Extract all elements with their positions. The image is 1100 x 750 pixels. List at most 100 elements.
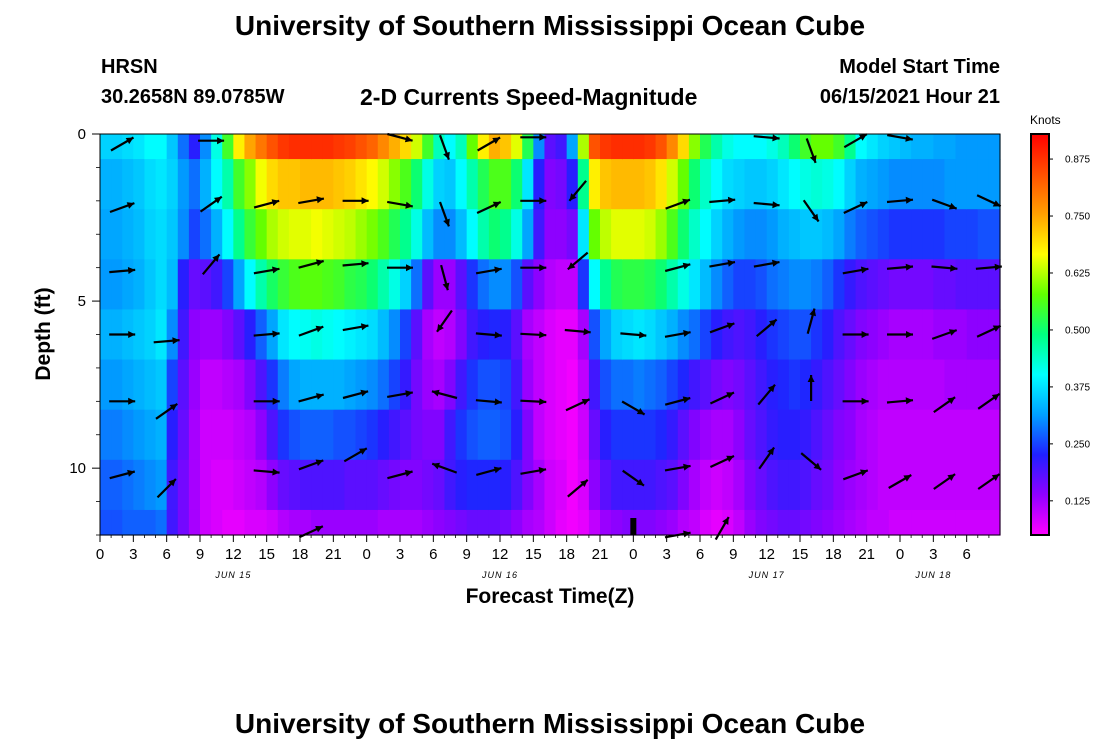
heatmap-cell [333, 459, 346, 511]
heatmap-cell [877, 209, 890, 260]
heatmap-cell [911, 209, 923, 260]
heatmap-cell [722, 309, 734, 361]
heatmap-cell [755, 134, 768, 160]
heatmap-cell [188, 459, 201, 511]
heatmap-cell [422, 459, 434, 511]
arrow-head [636, 478, 644, 486]
heatmap-cell [244, 509, 257, 536]
current-vector-arrow [109, 397, 136, 405]
heatmap-cell [544, 209, 557, 260]
heatmap-cell [777, 359, 790, 411]
heatmap-cell [533, 159, 546, 210]
heatmap-cell [766, 134, 779, 160]
heatmap-cell [644, 359, 657, 411]
current-vector-arrow [800, 452, 822, 471]
heatmap-cell [366, 159, 379, 210]
heatmap-cell [433, 459, 446, 511]
heatmap-cell [655, 509, 668, 536]
heatmap-cell [366, 509, 379, 536]
heatmap-cell [277, 409, 290, 461]
arrow-head [493, 466, 502, 474]
x-tick-label: 3 [396, 546, 404, 563]
heatmap-cell [566, 409, 579, 461]
arrow-head [722, 517, 729, 525]
heatmap-cell [666, 459, 679, 511]
heatmap-cell [411, 309, 423, 361]
current-vector-arrow [842, 331, 869, 338]
heatmap-cell [522, 509, 534, 536]
heatmap-cell [422, 134, 434, 160]
heatmap-cell [222, 459, 234, 511]
heatmap-cell [233, 159, 246, 210]
heatmap-cell [111, 509, 123, 536]
arrow-head [272, 330, 280, 338]
heatmap-cell [200, 359, 212, 411]
heatmap-cell [355, 409, 368, 461]
arrow-head [859, 201, 868, 209]
heatmap-cell [255, 159, 268, 210]
heatmap-cell [600, 259, 612, 311]
heatmap-cell [611, 509, 623, 536]
heatmap-cell [877, 309, 890, 361]
heatmap-cell [611, 159, 623, 210]
arrow-head [992, 200, 1001, 207]
heatmap-cell [322, 409, 334, 461]
heatmap-cell [500, 159, 512, 210]
heatmap-cell [222, 409, 234, 461]
heatmap-cell [733, 209, 746, 260]
heatmap-cell [966, 209, 979, 260]
arrow-head [991, 393, 1000, 401]
heatmap-cell [366, 409, 379, 461]
heatmap-cell [355, 459, 368, 511]
heatmap-cell [800, 359, 812, 411]
arrow-head [581, 399, 590, 406]
heatmap-cell [500, 134, 512, 160]
heatmap-cell [288, 209, 301, 260]
heatmap-cell [200, 209, 212, 260]
heatmap-cell [533, 359, 546, 411]
heatmap-cell [433, 409, 446, 461]
heatmap-cell [855, 134, 868, 160]
current-vector-arrow [933, 396, 956, 414]
heatmap-cell [377, 159, 390, 210]
heatmap-cell [300, 309, 312, 361]
heatmap-cell [900, 359, 912, 411]
heatmap-cell [633, 259, 646, 311]
current-vector-arrow [665, 198, 691, 210]
heatmap-cell [233, 209, 246, 260]
chart-title: University of Southern Mississippi Ocean… [234, 10, 866, 41]
heatmap-cell [766, 259, 779, 311]
heatmap-cell [144, 359, 157, 411]
heatmap-cell [744, 134, 757, 160]
heatmap-cell [822, 459, 834, 511]
heatmap-cell [544, 509, 557, 536]
heatmap-cell [244, 134, 257, 160]
heatmap-cell [311, 409, 323, 461]
heatmap-cell [244, 359, 257, 411]
heatmap-cell [688, 259, 701, 311]
current-vector-arrow [253, 397, 280, 405]
heatmap-cell [800, 134, 812, 160]
heatmap-cell [922, 159, 934, 210]
heatmap-cell [466, 134, 479, 160]
heatmap-cell [511, 409, 523, 461]
heatmap-cell [644, 159, 657, 210]
heatmap-cell [600, 159, 612, 210]
heatmap-cell [977, 209, 990, 260]
heatmap-cell [722, 209, 734, 260]
heatmap-cell [455, 209, 468, 260]
heatmap-cell [866, 509, 879, 536]
heatmap-cell [955, 209, 968, 260]
heatmap-cell [966, 159, 979, 210]
heatmap-cell [977, 259, 990, 311]
heatmap-cell [800, 159, 812, 210]
heatmap-cell [700, 309, 712, 361]
heatmap-cell [244, 159, 257, 210]
current-vector-arrow [520, 133, 547, 141]
arrow-head [727, 259, 735, 267]
heatmap-cell [766, 209, 779, 260]
heatmap-cell [677, 309, 690, 361]
current-vector-arrow [842, 397, 869, 405]
heatmap-cell [344, 459, 357, 511]
